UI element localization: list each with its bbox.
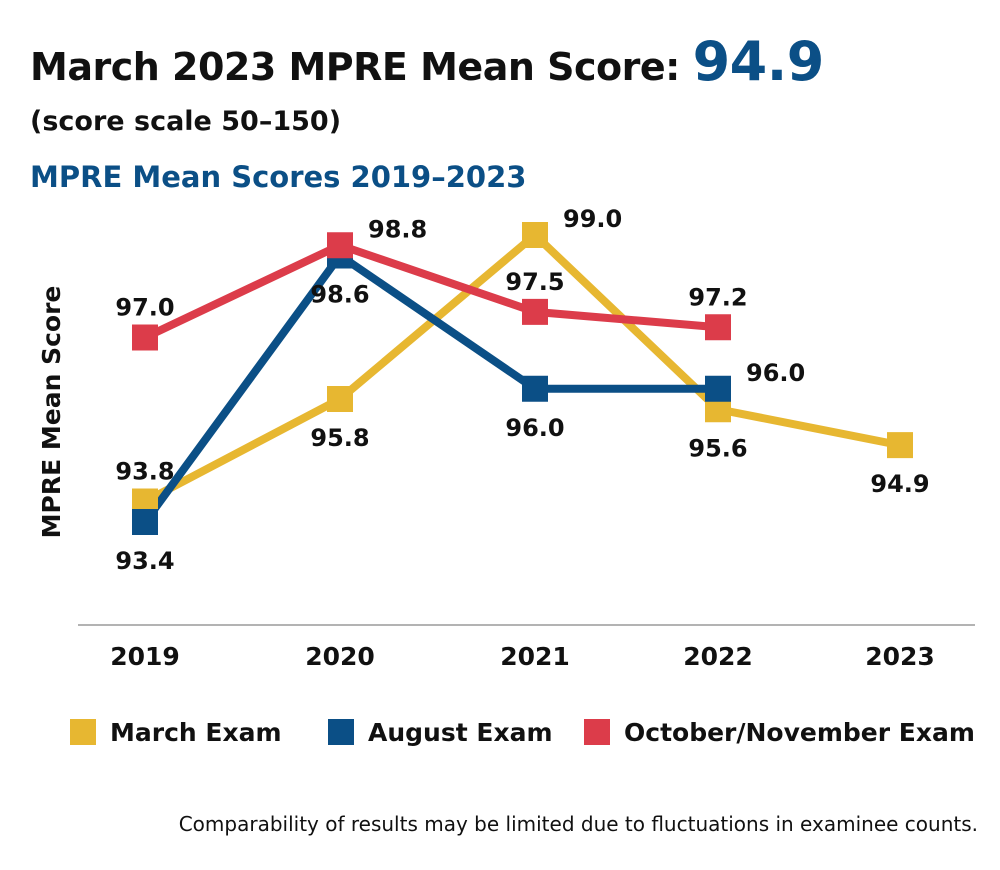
data-label-march-2019: 93.8 [115,458,174,486]
marker-august-2022 [705,375,731,402]
x-tick-label-2020: 2020 [305,642,375,671]
legend-item-august: August Exam [328,712,553,752]
data-label-august-2022: 96.0 [746,359,805,387]
headline-value: 94.9 [692,30,825,93]
x-tick-label-2022: 2022 [683,642,753,671]
page-headline: March 2023 MPRE Mean Score: 94.9 [30,30,824,93]
data-label-march-2020: 95.8 [310,424,369,452]
legend-label-march: March Exam [110,717,282,747]
x-tick-label-2023: 2023 [865,642,935,671]
marker-march-2021 [522,222,548,248]
data-label-march-2021: 99.0 [563,205,622,233]
marker-october-november-2020 [327,232,353,259]
y-axis-title: MPRE Mean Score [37,286,66,539]
legend-swatch-march [70,719,96,745]
headline-prefix: March 2023 MPRE Mean Score: [30,45,693,89]
score-scale-subtitle: (score scale 50–150) [30,106,342,137]
series-line-august [141,250,718,525]
marker-august-2021 [522,375,548,402]
marker-august-2019 [132,509,158,535]
data-label-october-november-2019: 97.0 [115,294,174,322]
legend-swatch-october-november [584,719,610,745]
x-tick-label-2021: 2021 [500,642,570,671]
marker-october-november-2021 [522,298,548,325]
footnote: Comparability of results may be limited … [178,812,978,836]
legend-item-october-november: October/November Exam [584,712,975,752]
marker-march-2023 [887,432,913,459]
legend-swatch-august [328,719,354,745]
legend-item-march: March Exam [70,712,282,752]
data-label-october-november-2022: 97.2 [688,283,747,311]
legend-label-october-november: October/November Exam [624,717,975,747]
marker-october-november-2022 [705,314,731,341]
data-label-october-november-2021: 97.5 [505,268,564,296]
data-label-march-2023: 94.9 [870,470,929,498]
chart-title: MPRE Mean Scores 2019–2023 [30,160,527,194]
data-label-october-november-2020: 98.8 [368,215,427,243]
marker-october-november-2019 [132,324,158,351]
data-label-august-2020: 98.6 [310,281,369,309]
series-line-october-november [143,240,719,342]
data-label-august-2019: 93.4 [115,547,174,575]
marker-march-2020 [327,386,353,412]
data-label-august-2021: 96.0 [505,414,564,442]
data-label-march-2022: 95.6 [688,434,747,462]
x-tick-label-2019: 2019 [110,642,180,671]
legend-label-august: August Exam [368,717,553,747]
chart-legend: March Exam August Exam October/November … [70,712,990,752]
